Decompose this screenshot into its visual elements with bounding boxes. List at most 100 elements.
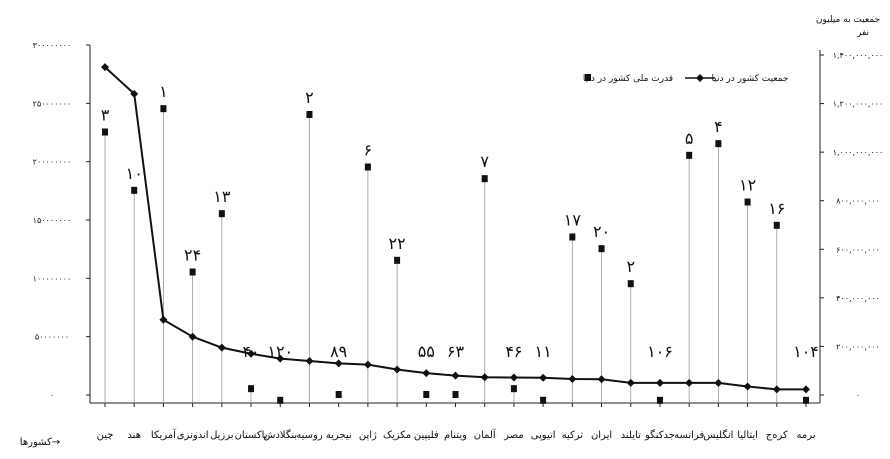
category-label: بنگلادش [263, 429, 297, 441]
category-label: ایتالیا [737, 430, 758, 441]
axes-group: ۰ ۵۰۰۰۰۰۰۰ ۱۰۰۰۰۰۰۰۰ ۱۵۰۰۰۰۰۰۰ ۲۰۰۰۰۰۰۰۰ ۲۵۰۰… [33, 41, 884, 441]
power-marker [423, 391, 430, 398]
category-label: فرانسه [674, 430, 704, 441]
power-marker [773, 221, 780, 229]
population-marker [509, 373, 518, 382]
right-tick-label: ۶۰۰,۰۰۰,۰۰۰ [836, 245, 880, 254]
category-label: اندونزی [177, 430, 209, 441]
right-tick-label: ۱,۰۰۰,۰۰۰,۰۰۰ [833, 148, 884, 157]
population-marker [802, 385, 810, 394]
right-tick-label: ۰ [856, 391, 860, 400]
left-tick-label: ۳۰۰۰۰۰۰۰۰ [33, 41, 72, 50]
rank-label: ۱۰ [126, 164, 143, 183]
rank-label: ۴ [714, 117, 723, 136]
rank-label: ۲۲ [388, 234, 405, 253]
legend-population-label: جمعیت کشور در دنیا [712, 74, 789, 84]
population-marker [655, 378, 664, 387]
power-marker [102, 128, 108, 136]
category-label: کره‌ج [766, 430, 788, 441]
rank-label: ۱۳ [213, 187, 231, 206]
rank-label: ۷ [480, 152, 489, 171]
category-label: برمه [796, 430, 815, 441]
category-label: ایران [591, 430, 612, 441]
power-marker [160, 105, 167, 113]
rank-label: ۱ [159, 82, 168, 101]
population-marker [772, 385, 781, 394]
category-label: ویتنام [444, 430, 467, 441]
category-label: نیجریه [326, 430, 352, 441]
power-marker [540, 396, 547, 404]
power-stems [104, 109, 778, 403]
category-label: مکزیک [383, 430, 411, 441]
rank-label: ۸۹ [330, 342, 347, 361]
left-tick-label: ۵۰۰۰۰۰۰۰ [35, 333, 69, 342]
power-marker [656, 396, 663, 404]
power-marker [598, 245, 605, 253]
rank-label: ۱۶ [768, 199, 785, 218]
category-label: برزیل [210, 430, 234, 441]
population-marker [539, 373, 548, 382]
rank-label: ۲ [305, 88, 314, 107]
left-tick-label: ۲۰۰۰۰۰۰۰۰ [33, 158, 72, 167]
power-marker [481, 175, 488, 183]
left-tick-label: ۰ [50, 391, 54, 400]
population-marker [714, 378, 723, 387]
population-marker [247, 349, 256, 358]
category-label: روسیه [296, 430, 323, 441]
category-label: چین [97, 430, 114, 441]
power-marker [306, 111, 313, 118]
population-marker [393, 365, 402, 374]
population-marker [305, 357, 314, 365]
population-marker [451, 371, 460, 380]
category-label: آمریکا [151, 428, 177, 441]
category-label: انگلیس [703, 429, 733, 441]
population-marker [685, 378, 694, 387]
population-marker [101, 63, 109, 72]
category-label: ژاپن [359, 430, 377, 441]
population-marker [334, 359, 343, 368]
population-marker [597, 375, 606, 384]
category-label: مصر [503, 430, 524, 441]
power-marker [277, 396, 284, 404]
rank-label: ۱۷ [564, 211, 582, 230]
population-marker [568, 374, 577, 383]
category-label: جدکنگو [644, 429, 675, 441]
category-label: پاکستان [235, 430, 268, 441]
rank-label: ۵۵ [418, 342, 435, 361]
power-marker [803, 396, 809, 404]
population-marker [363, 360, 372, 369]
population-marker [422, 369, 431, 378]
left-tick-label: ۱۵۰۰۰۰۰۰۰ [33, 216, 72, 225]
category-label: هند [127, 430, 141, 441]
category-label: تایلند [621, 430, 641, 441]
legend-square-marker [585, 74, 591, 81]
power-marker [394, 256, 401, 264]
legend-power-label: قدرت ملی کشور در دنیا [583, 74, 673, 84]
population-marker [217, 343, 226, 352]
power-marker [569, 233, 576, 241]
right-tick-label: ۱,۲۰۰,۰۰۰,۰۰۰ [833, 100, 884, 109]
population-marker [130, 89, 139, 98]
rank-label: ۶۳ [447, 342, 465, 361]
rank-label: ۱۰۴ [793, 342, 819, 361]
power-marker [510, 385, 517, 393]
rank-label: ۴۰ [242, 342, 259, 361]
power-marker [189, 268, 196, 276]
x-axis-title: کشورها→ [20, 437, 60, 448]
population-marker [626, 378, 635, 387]
power-marker [131, 186, 138, 194]
left-tick-label: ۱۰۰۰۰۰۰۰۰ [33, 274, 72, 283]
category-label: فلیپین [414, 430, 439, 441]
right-axis-title-line2: نفر [856, 28, 869, 38]
left-tick-label: ۲۵۰۰۰۰۰۰۰ [33, 99, 72, 108]
right-tick-label: ۱,۴۰۰,۰۰۰,۰۰۰ [833, 51, 884, 60]
rank-label: ۶ [364, 141, 373, 160]
rank-label: ۲۰ [593, 222, 610, 241]
population-marker [188, 332, 197, 341]
category-label: آلمان [474, 428, 497, 441]
category-label: اتیوپی [531, 430, 556, 441]
power-marker [715, 140, 722, 148]
right-tick-label: ۴۰۰,۰۰۰,۰۰۰ [836, 294, 880, 303]
rank-label: ۱۱ [535, 342, 552, 361]
rank-label: ۲ [626, 257, 635, 276]
